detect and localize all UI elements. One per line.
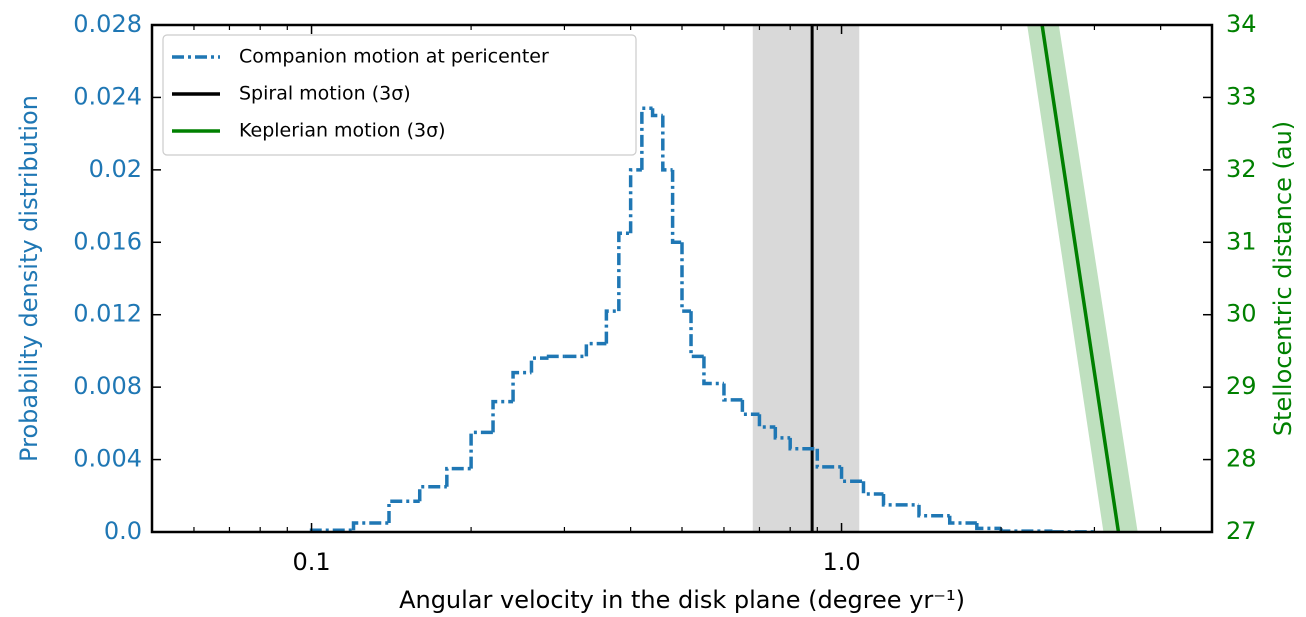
y2-tick-label: 32: [1226, 155, 1257, 183]
legend-label: Spiral motion (3σ): [239, 83, 411, 105]
histogram-step: [546, 354, 565, 359]
plot-area: [309, 25, 1138, 532]
histogram-step: [975, 522, 1002, 531]
x-tick-label: 1.0: [822, 548, 860, 576]
y-tick-label: 0.028: [73, 10, 142, 38]
histogram-step: [511, 370, 532, 402]
histogram-step: [469, 430, 494, 469]
y2-tick-label: 34: [1226, 10, 1257, 38]
histogram-step: [529, 356, 549, 373]
histogram-step: [417, 484, 447, 502]
y-tick-label: 0.024: [73, 82, 142, 110]
histogram-step: [815, 448, 842, 469]
legend-label: Companion motion at pericenter: [239, 46, 549, 68]
y-tick-label: 0.012: [73, 300, 142, 328]
histogram-step: [617, 231, 631, 312]
y2-axis-label: Stellocentric distance (au): [1269, 121, 1297, 436]
histogram-step: [722, 383, 743, 402]
histogram-step: [491, 399, 514, 433]
histogram-step: [650, 108, 663, 118]
histogram-step: [702, 356, 724, 386]
histogram-step: [680, 242, 692, 313]
y-tick-label: 0.008: [73, 372, 142, 400]
spiral-band: [752, 25, 860, 532]
histogram-step: [740, 399, 760, 417]
legend-label: Keplerian motion (3σ): [239, 120, 446, 142]
y2-tick-label: 31: [1226, 227, 1257, 255]
y-tick-label: 0.02: [89, 155, 142, 183]
legend: Companion motion at pericenter Spiral mot…: [162, 34, 637, 156]
histogram-step: [584, 341, 607, 357]
y2-tick-label: 27: [1226, 517, 1257, 545]
histogram-step: [757, 414, 776, 429]
y2-tick-label: 29: [1226, 372, 1257, 400]
histogram-step: [839, 466, 864, 484]
x-axis-label: Angular velocity in the disk plane (degr…: [399, 586, 965, 614]
x-tick-label: 0.1: [292, 548, 330, 576]
histogram-step: [861, 481, 884, 496]
axes: 0.1 1.0 0.0 0.004 0.008 0.012 0.016 0.02 0.024 0.…: [15, 10, 1297, 614]
histogram-step: [628, 168, 642, 234]
histogram-step: [640, 106, 653, 170]
keplerian-line: [1040, 25, 1121, 532]
y2-tick-label: 30: [1226, 300, 1257, 328]
y-tick-label: 0.0: [104, 517, 142, 545]
histogram-step: [773, 426, 791, 440]
histogram-step: [689, 311, 704, 359]
histogram-step: [670, 169, 682, 245]
y2-tick-label: 33: [1226, 82, 1257, 110]
histogram-step: [881, 493, 919, 507]
histogram-step: [604, 309, 619, 344]
histogram-step: [999, 528, 1053, 532]
y-axis-label: Probability density distribution: [15, 95, 43, 462]
histogram-step: [917, 504, 950, 518]
y2-tick-label: 28: [1226, 445, 1257, 473]
histogram-step: [661, 115, 673, 172]
histogram-step: [788, 437, 818, 451]
y-tick-label: 0.004: [73, 445, 142, 473]
histogram-step: [445, 466, 472, 487]
y-tick-label: 0.016: [73, 227, 142, 255]
histogram-step: [351, 521, 389, 531]
histogram-step: [387, 499, 420, 523]
legend-box: [162, 34, 637, 156]
keplerian-band: [1027, 25, 1138, 532]
histogram-step: [947, 515, 977, 525]
